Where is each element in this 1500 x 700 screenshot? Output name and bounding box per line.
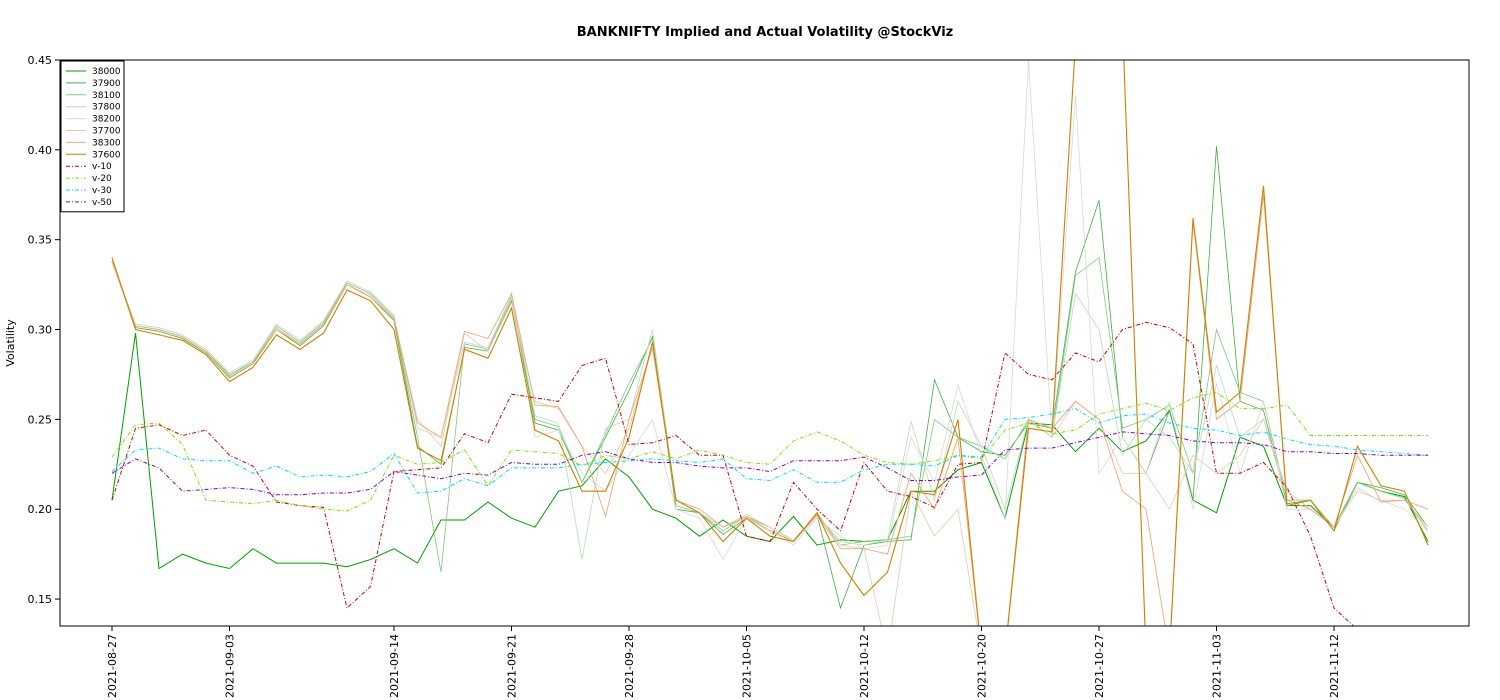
x-axis: 2021-08-27 2021-09-03 2021-09-14 2021-09-21…	[106, 626, 1341, 698]
legend-label-37600: 37600	[92, 150, 121, 160]
series-line-37900	[111, 146, 1429, 610]
series-line-38200	[111, 60, 1429, 561]
series-line-38300	[111, 194, 1429, 626]
series-line-38000	[111, 333, 1429, 570]
legend-label-38000: 38000	[92, 67, 121, 77]
legend-label-v-30: v-30	[92, 186, 112, 196]
y-tick-label: 0.45	[28, 54, 53, 67]
x-tick-label: 2021-10-27	[1093, 634, 1106, 698]
x-tick-label: 2021-09-14	[388, 634, 401, 698]
x-tick-label: 2021-08-27	[106, 634, 119, 698]
legend-label-v-50: v-50	[92, 198, 112, 208]
legend-label-38300: 38300	[92, 138, 121, 148]
legend-label-v-20: v-20	[92, 174, 112, 184]
legend-label-38200: 38200	[92, 115, 121, 125]
y-tick-label: 0.25	[28, 413, 53, 426]
y-tick-label: 0.20	[28, 503, 53, 516]
series-line-v-50	[111, 431, 1428, 496]
x-tick-label: 2021-10-12	[858, 634, 871, 698]
legend-label-37700: 37700	[92, 127, 121, 137]
y-tick-label: 0.15	[28, 593, 53, 606]
series-line-38100	[111, 256, 1429, 573]
x-tick-label: 2021-09-21	[506, 634, 519, 698]
plot-frame	[59, 59, 1470, 627]
legend-label-37900: 37900	[92, 79, 121, 89]
x-tick-label: 2021-10-05	[741, 634, 754, 698]
y-axis-label: Volatility	[4, 319, 17, 367]
series-line-37800	[111, 261, 1429, 560]
x-tick-label: 2021-11-03	[1211, 634, 1224, 698]
x-tick-label: 2021-11-12	[1328, 634, 1341, 698]
y-axis: 0.15 0.20 0.25 0.30 0.35 0.40 0.45	[28, 54, 60, 606]
series-line-37600	[111, 60, 1429, 626]
legend-label-37800: 37800	[92, 103, 121, 113]
y-tick-label: 0.35	[28, 234, 53, 247]
chart-title: BANKNIFTY Implied and Actual Volatility …	[577, 25, 953, 40]
series-line-37700	[111, 261, 1429, 626]
y-tick-label: 0.40	[28, 144, 53, 157]
legend-box	[60, 60, 125, 213]
x-tick-label: 2021-09-03	[224, 634, 237, 698]
legend-label-38100: 38100	[92, 91, 121, 101]
series-line-v-10	[111, 321, 1355, 626]
x-tick-label: 2021-10-20	[976, 634, 989, 698]
x-tick-label: 2021-09-28	[623, 634, 636, 698]
legend-label-v-10: v-10	[92, 162, 112, 172]
y-tick-label: 0.30	[28, 324, 53, 337]
series-lines	[111, 60, 1429, 626]
series-line-v-30	[111, 408, 1429, 494]
series-line-v-20	[111, 391, 1428, 512]
